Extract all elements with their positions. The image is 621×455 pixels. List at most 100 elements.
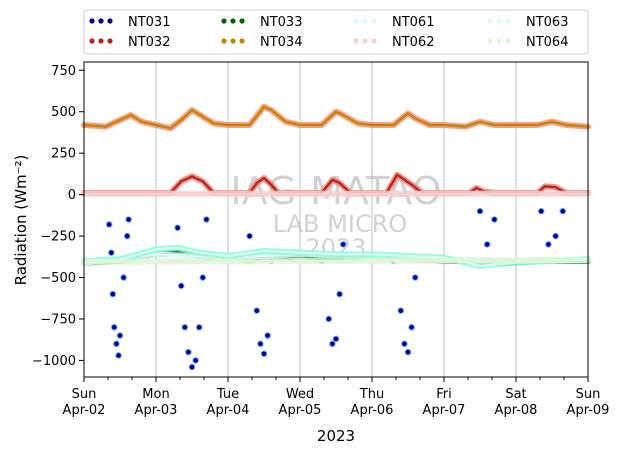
legend-marker [239, 18, 245, 24]
legend-marker [487, 38, 493, 44]
x-tick-label-day: Sun [72, 387, 97, 402]
legend-label: NT033 [260, 15, 302, 30]
data-point [181, 323, 189, 331]
y-tick-label: 0 [68, 188, 76, 203]
x-tick-label-day: Wed [286, 387, 314, 402]
data-point [195, 323, 203, 331]
legend-label: NT062 [392, 35, 434, 50]
legend-label: NT031 [128, 15, 170, 30]
y-tick-label: 500 [51, 105, 76, 120]
x-tick-label-date: Apr-02 [63, 403, 106, 418]
x-tick-label-date: Apr-04 [207, 403, 250, 418]
legend-marker [230, 18, 236, 24]
data-point [257, 340, 264, 348]
data-point [559, 207, 567, 215]
legend-marker [107, 38, 113, 44]
x-tick-label-date: Apr-05 [279, 403, 322, 418]
data-point [476, 207, 484, 215]
data-point [253, 307, 261, 314]
series-line [83, 105, 589, 130]
data-point [336, 290, 343, 298]
legend-marker [371, 18, 377, 24]
data-point [329, 340, 336, 348]
legend: NT031 NT032 NT033 NT034 NT061 NT062 NT063 NT064 [83, 9, 589, 55]
legend-marker [239, 38, 245, 44]
x-tick-label-date: Apr-07 [423, 403, 466, 418]
legend-item-nt031: NT031 [89, 15, 170, 30]
data-point [185, 348, 192, 356]
data-point [404, 348, 412, 356]
legend-marker [487, 18, 493, 24]
legend-marker [221, 38, 227, 44]
data-point [545, 241, 552, 248]
x-tick-label-date: Apr-03 [135, 403, 178, 418]
x-tick-label-date: Apr-09 [567, 403, 610, 418]
data-point [115, 352, 122, 359]
data-point [411, 274, 419, 281]
series-line [83, 246, 589, 268]
legend-marker [221, 18, 227, 24]
x-axis-label: 2023 [317, 427, 355, 445]
data-point [105, 221, 113, 228]
legend-item-nt034: NT034 [221, 35, 302, 50]
data-point [177, 282, 185, 290]
data-point [332, 335, 340, 343]
plot-frame [83, 61, 589, 378]
legend-marker [353, 38, 359, 44]
legend-marker [362, 18, 368, 24]
series-line [83, 259, 589, 263]
legend-label: NT034 [260, 35, 302, 50]
legend-marker [505, 18, 511, 24]
legend-marker [496, 38, 502, 44]
grid [155, 62, 517, 377]
legend-marker [98, 38, 104, 44]
legend-marker [107, 18, 113, 24]
y-tick-label: 250 [51, 147, 76, 162]
x-tick-label-day: Sat [505, 387, 526, 402]
legend-item-nt064: NT064 [487, 35, 568, 50]
x-tick-label-day: Sun [576, 387, 601, 402]
y-tick-label: −750 [40, 312, 76, 327]
watermark-line-2: LAB MICRO [273, 210, 408, 238]
legend-item-nt033: NT033 [221, 15, 302, 30]
data-point [325, 315, 333, 323]
data-point [108, 249, 115, 256]
data-point [483, 241, 491, 248]
y-axis-label: Radiation (Wm⁻²) [12, 155, 30, 286]
data-point [116, 332, 124, 339]
legend-marker [496, 18, 502, 24]
data-point [537, 207, 545, 215]
data-point [491, 216, 498, 223]
legend-marker [362, 38, 368, 44]
x-axis: SunApr-02MonApr-03TueApr-04WedApr-05ThuA… [63, 377, 610, 418]
data-point [397, 307, 405, 314]
x-tick-label-day: Thu [359, 387, 384, 402]
data-point [339, 241, 347, 248]
data-point [260, 350, 268, 358]
y-tick-label: −250 [40, 230, 76, 245]
legend-marker [89, 38, 95, 44]
series-nt034 [81, 103, 591, 132]
x-tick-label-date: Apr-08 [495, 403, 538, 418]
data-point [188, 363, 196, 371]
data-point [552, 232, 559, 240]
x-tick-label-day: Tue [216, 387, 239, 402]
series-nt063 [81, 244, 591, 269]
data-point [246, 232, 253, 240]
legend-marker [371, 38, 377, 44]
data-point [401, 340, 408, 348]
data-point [199, 274, 207, 281]
legend-item-nt063: NT063 [487, 15, 568, 30]
legend-label: NT061 [392, 15, 434, 30]
y-tick-label: −500 [40, 271, 76, 286]
legend-label: NT064 [526, 35, 568, 50]
legend-label: NT063 [526, 15, 568, 30]
y-axis: −1000 −750 −500 −250 0 250 500 750 [32, 64, 84, 369]
legend-marker [89, 18, 95, 24]
legend-label: NT032 [128, 35, 170, 50]
legend-marker [353, 18, 359, 24]
data-point [203, 216, 210, 223]
y-tick-label: −1000 [32, 354, 76, 369]
data-point [174, 224, 181, 232]
